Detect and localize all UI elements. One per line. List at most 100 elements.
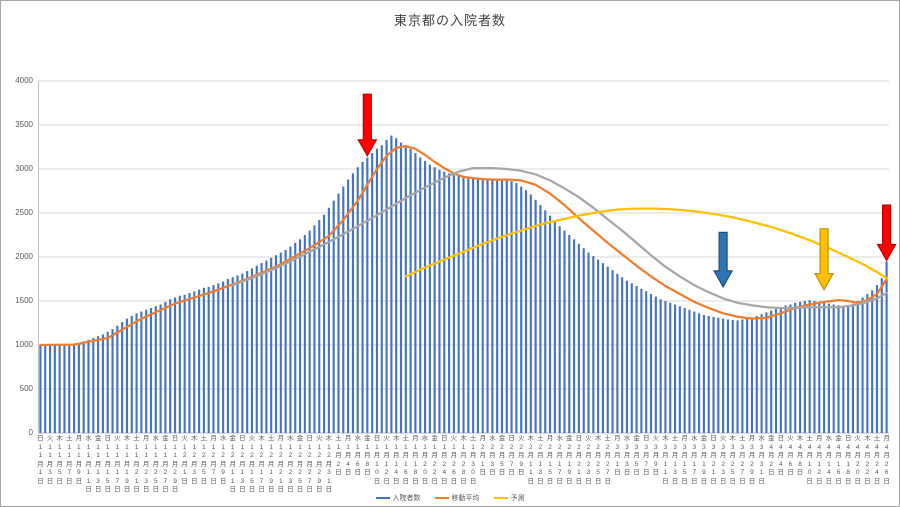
y-axis-label: 1000: [15, 340, 33, 349]
bar: [611, 270, 614, 433]
bar: [659, 299, 662, 433]
bar: [289, 246, 292, 433]
bar: [68, 343, 71, 433]
bar: [63, 345, 66, 433]
bar: [750, 317, 754, 433]
bar: [318, 220, 321, 433]
bar: [765, 312, 768, 433]
bar: [832, 304, 835, 433]
legend: 入院者数 移動平均 予測: [1, 492, 899, 504]
bar: [193, 291, 196, 433]
bar: [885, 261, 888, 433]
bar: [438, 169, 441, 433]
bar: [702, 315, 705, 433]
bar: [621, 277, 624, 433]
bar: [592, 256, 595, 433]
bar: [270, 257, 273, 433]
bar: [669, 302, 672, 433]
bar: [746, 318, 749, 433]
bar: [366, 157, 369, 433]
bar: [563, 230, 566, 433]
chart-canvas: [38, 80, 897, 434]
bar: [246, 271, 249, 433]
bar: [159, 304, 162, 433]
bar: [856, 301, 859, 433]
yellow-arrow: [814, 228, 835, 291]
bar: [524, 190, 528, 433]
bar: [265, 260, 268, 433]
bar: [597, 259, 600, 433]
bar: [847, 305, 850, 433]
bar: [121, 322, 124, 433]
bar: [491, 180, 494, 433]
legend-label: 入院者数: [392, 495, 421, 502]
bar: [82, 341, 85, 433]
bar: [279, 252, 282, 433]
legend-item: 移動平均: [434, 493, 480, 503]
bar: [443, 171, 446, 433]
bar: [106, 331, 109, 433]
bar: [794, 302, 797, 433]
bar: [587, 252, 590, 433]
bar: [145, 309, 148, 433]
bar: [534, 199, 537, 433]
bar: [404, 145, 407, 433]
bar: [101, 334, 104, 433]
bar: [875, 285, 879, 433]
bar: [582, 248, 585, 433]
bar: [736, 320, 739, 433]
bar: [44, 345, 47, 433]
bar: [472, 178, 475, 433]
bar: [760, 314, 763, 433]
bar: [505, 179, 508, 433]
bar: [558, 226, 561, 433]
bar: [39, 345, 42, 433]
legend-swatch: [375, 496, 390, 500]
bar: [73, 344, 76, 433]
bar: [97, 336, 100, 433]
blue-arrow: [713, 231, 734, 289]
bar: [693, 311, 696, 433]
red-arrow-peak: [357, 93, 378, 158]
legend-item: 予測: [493, 493, 525, 503]
bar: [784, 305, 787, 433]
series-line: [231, 166, 888, 310]
bar: [87, 339, 90, 433]
bar: [500, 178, 504, 433]
